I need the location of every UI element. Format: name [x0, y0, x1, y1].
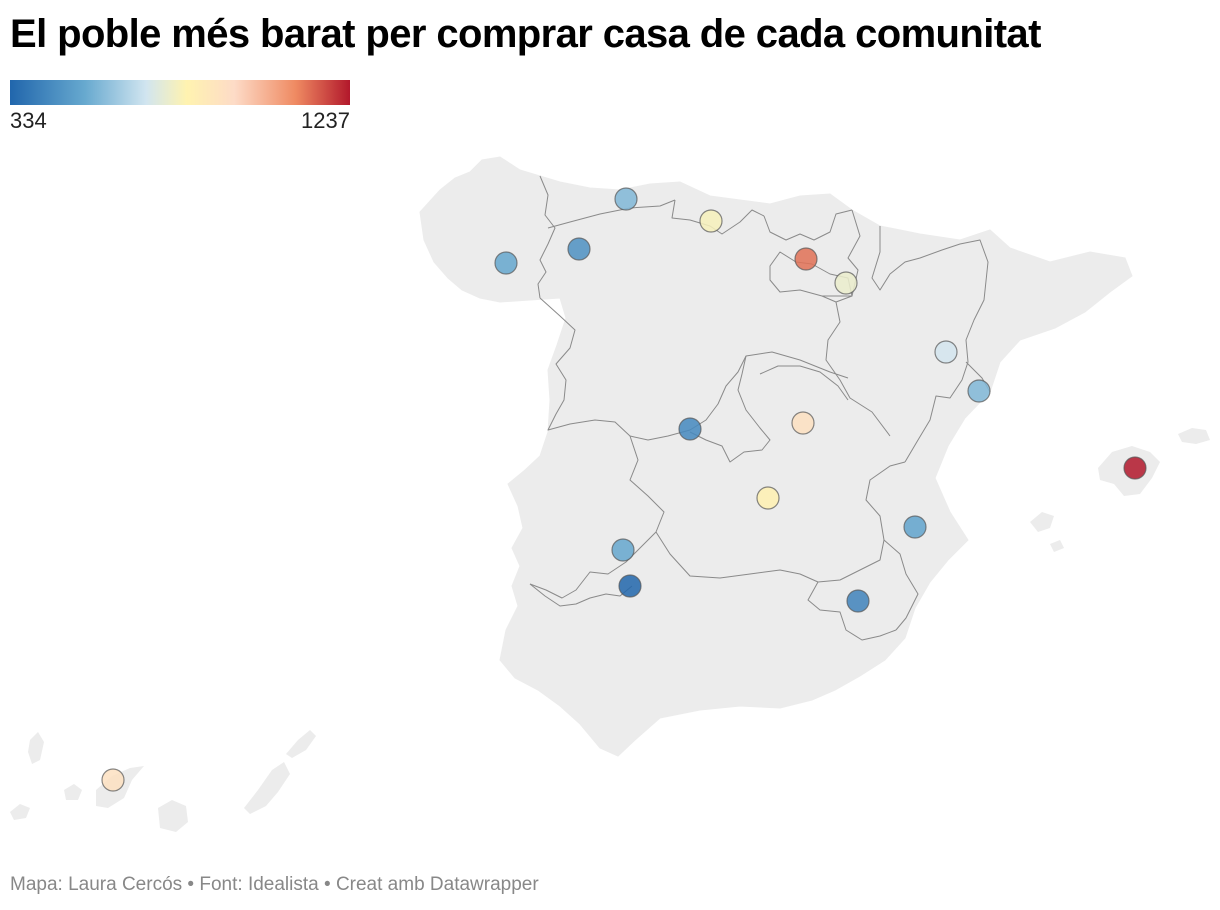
basque-border — [763, 209, 853, 241]
gran-canaria-shape — [158, 800, 188, 832]
map-marker[interactable]: Catalunya: 640 — [934, 340, 958, 364]
fuerteventura-shape — [244, 762, 290, 814]
galicia-border — [537, 175, 556, 299]
map-marker[interactable]: La Rioja: 720 — [834, 271, 858, 295]
map-marker[interactable]: Extremadura: 410 — [678, 417, 702, 441]
legend-min-label: 334 — [10, 108, 47, 133]
footer-separator: • — [182, 874, 200, 895]
formentera-shape — [1050, 540, 1064, 552]
asturias-border — [547, 199, 676, 229]
map-marker[interactable]: Extremadura (sud): 480 — [611, 538, 635, 562]
land-layer — [10, 156, 1210, 832]
peninsula-shape — [419, 156, 1133, 757]
region-borders — [529, 175, 991, 641]
map-marker[interactable]: País Basc: 1120 — [794, 247, 818, 271]
map-marker[interactable]: Comunitat Valenciana: 470 — [903, 515, 927, 539]
color-legend: 334 1237 — [10, 80, 350, 134]
la-gomera-shape — [64, 784, 82, 800]
legend-gradient-bar — [10, 80, 350, 105]
footer-source: Font: Idealista — [199, 874, 319, 895]
map-marker[interactable]: Cantàbria: 760 — [699, 209, 723, 233]
map-marker[interactable]: Castella-la Manxa: 800 — [756, 486, 780, 510]
footer-tool: Creat amb Datawrapper — [335, 874, 539, 895]
madrid-north-border — [759, 365, 849, 401]
map-marker[interactable]: Astúries: 520 — [614, 187, 638, 211]
lanzarote-shape — [286, 730, 316, 758]
footer-author: Mapa: Laura Cercós — [10, 874, 183, 895]
murcia-border — [807, 581, 897, 641]
map-marker[interactable]: Illes Balears: 1237 — [1123, 456, 1147, 480]
marker-layer: Galícia: 480 Astúries: 520 Castella i Lleó… — [101, 187, 1147, 792]
map-marker[interactable]: Galícia: 480 — [494, 251, 518, 275]
castilla-lamancha-south-border — [655, 461, 906, 583]
footer-separator: • — [318, 874, 336, 895]
map-title: El poble més barat per comprar casa de c… — [10, 12, 1041, 56]
aragon-west-border — [825, 301, 891, 437]
la-palma-shape — [28, 732, 44, 764]
map-marker[interactable]: Castella i Lleó: 430 — [567, 237, 591, 261]
map-footer: Mapa: Laura Cercós • Font: Idealista • C… — [10, 874, 539, 896]
andalusia-extremadura-border — [529, 583, 633, 607]
map-marker[interactable]: Canàries: 900 — [101, 768, 125, 792]
aragon-east-border — [871, 226, 989, 463]
map-marker[interactable]: Andalusia: 334 — [618, 574, 642, 598]
madrid-border — [689, 355, 771, 463]
map-marker[interactable]: Comunitat de Madrid: 900 — [791, 411, 815, 435]
menorca-shape — [1178, 428, 1210, 444]
el-hierro-shape — [10, 804, 30, 820]
map-marker[interactable]: Aragó: 520 — [967, 379, 991, 403]
legend-max-label: 1237 — [301, 108, 350, 133]
map-marker[interactable]: Regió de Múrcia: 400 — [846, 589, 870, 613]
ibiza-shape — [1030, 512, 1054, 532]
valencia-west-border — [883, 539, 919, 631]
